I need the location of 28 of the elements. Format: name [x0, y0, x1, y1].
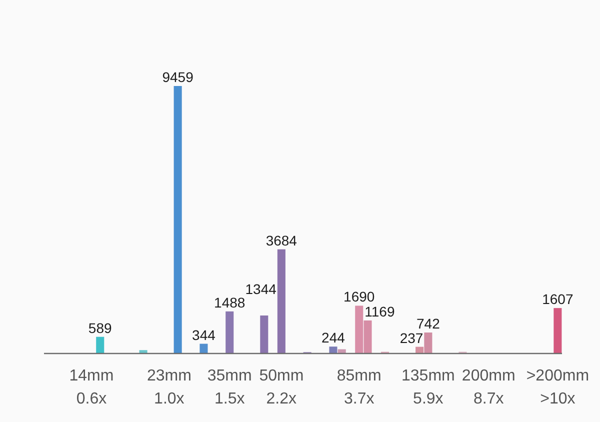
x-tick-label: 35mm 1.5x — [207, 368, 252, 408]
data-label: 1607 — [542, 291, 574, 308]
x-tick-label: 85mm 3.7x — [336, 368, 382, 408]
x-tick-label: 50mm 2.2x — [259, 368, 304, 408]
bar — [260, 315, 268, 354]
data-label: 3684 — [266, 232, 298, 248]
data-label: 244 — [322, 330, 346, 346]
x-tick-label: >200mm >10x — [526, 368, 590, 408]
bar — [329, 346, 338, 354]
data-label: 742 — [416, 316, 440, 332]
bar — [200, 344, 208, 354]
data-label: 1344 — [245, 280, 277, 297]
bar — [554, 308, 562, 354]
data-label: 1169 — [364, 303, 395, 320]
bar — [96, 336, 104, 354]
data-label: 9459 — [162, 69, 194, 85]
x-tick-label: 14mm 0.6x — [69, 368, 114, 408]
data-label: 1488 — [214, 294, 246, 310]
bar — [174, 86, 182, 354]
bar — [277, 249, 286, 354]
data-label: 344 — [192, 326, 216, 343]
bar — [226, 311, 234, 354]
data-label: 1690 — [344, 288, 375, 305]
x-tick-label: 23mm 1.0x — [146, 368, 192, 408]
x-tick-label: 135mm 5.9x — [402, 368, 455, 408]
data-label: 237 — [400, 330, 424, 346]
data-label: 589 — [88, 320, 112, 336]
x-tick-label: 200mm 8.7x — [462, 368, 516, 408]
